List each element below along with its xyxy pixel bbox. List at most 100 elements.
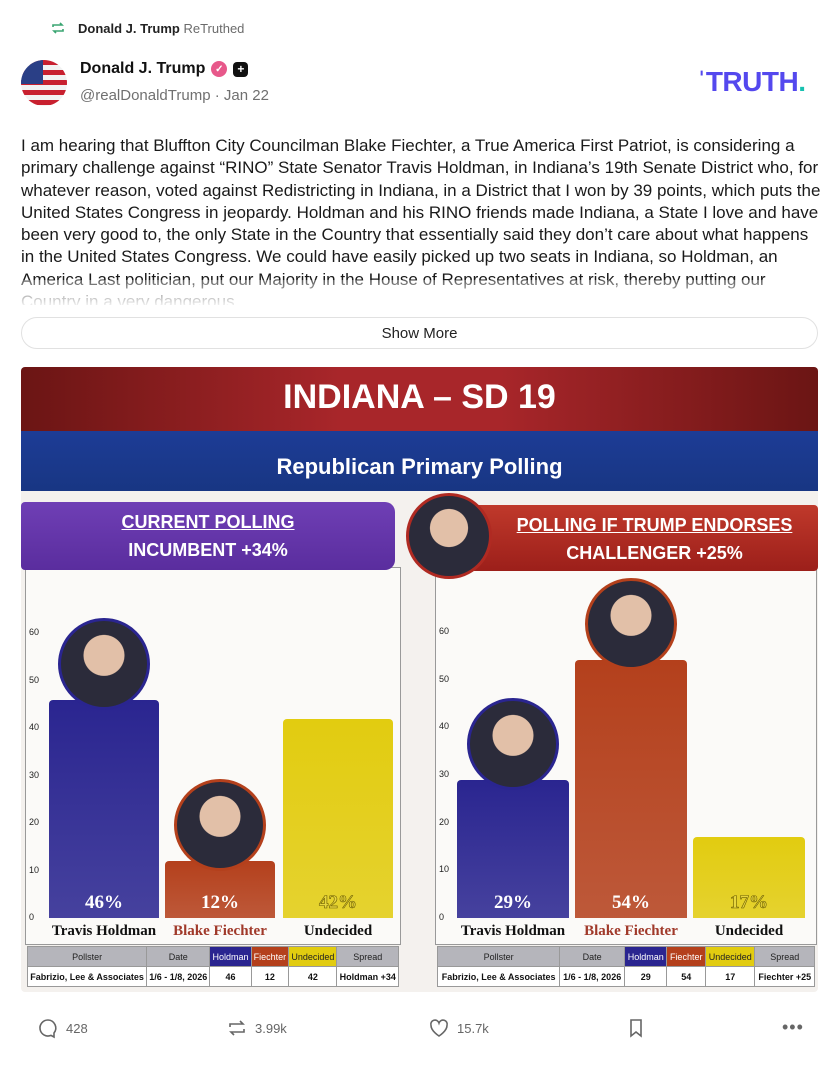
show-more-button[interactable]: Show More — [21, 317, 818, 349]
table-cell: 12 — [250, 966, 290, 987]
poll-table-left: Pollster Date Holdman Fiechter Undecided Spre… — [26, 946, 399, 987]
y-tick-label: 0 — [29, 912, 35, 922]
retruth-icon — [229, 1020, 245, 1036]
table-header: Fiechter — [666, 946, 707, 967]
y-tick-label: 30 — [29, 769, 40, 780]
table-cell: 1/6 - 1/8, 2026 — [559, 966, 626, 987]
category-label: Travis Holdman — [51, 923, 157, 939]
category-label: Blake Fiechter — [584, 923, 678, 939]
author-handle[interactable]: @realDonaldTrump — [80, 87, 211, 104]
graphic-title: INDIANA – SD 19 — [21, 367, 818, 431]
right-panel-header: POLLING IF TRUMP ENDORSES CHALLENGER +25… — [461, 505, 818, 571]
table-header: Spread — [754, 946, 815, 967]
left-head-line2: INCUMBENT +34% — [128, 540, 288, 560]
more-options-button[interactable]: ••• — [782, 1017, 804, 1038]
table-cell: 46 — [209, 966, 252, 987]
y-tick-label: 10 — [29, 864, 40, 875]
candidate-photo — [58, 617, 150, 710]
like-button[interactable]: 15.7k — [428, 1017, 489, 1039]
bar-blake-fiechter: 12% — [165, 861, 275, 918]
retruth-icon — [52, 22, 64, 34]
category-label: Blake Fiechter — [173, 923, 267, 939]
table-cell: 54 — [666, 966, 707, 987]
bookmark-icon — [630, 1019, 642, 1038]
table-header: Spread — [336, 946, 399, 967]
poll-table-right: Pollster Date Holdman Fiechter Undecided Spre… — [436, 946, 815, 987]
author-name[interactable]: Donald J. Trump — [80, 60, 206, 77]
table-header: Pollster — [26, 946, 148, 967]
table-cell: Fabrizio, Lee & Associates — [26, 966, 148, 987]
table-header: Pollster — [436, 946, 561, 967]
table-header: Undecided — [288, 946, 338, 967]
retruth-count: 3.99k — [255, 1020, 287, 1036]
post-date[interactable]: Jan 22 — [223, 87, 269, 104]
avatar[interactable] — [21, 60, 67, 106]
right-head-line1: POLLING IF TRUMP ENDORSES — [516, 515, 793, 535]
y-tick-label: 50 — [29, 674, 40, 685]
retruth-label: ReTruthed — [183, 20, 245, 36]
y-tick-label: 60 — [439, 625, 450, 636]
table-cell: 17 — [705, 966, 756, 987]
bar-value-label: 42% — [319, 892, 358, 914]
table-header: Holdman — [209, 946, 252, 967]
bar-value-label: 12% — [201, 892, 239, 913]
table-cell: Fiechter +25 — [754, 966, 815, 987]
bar-blake-fiechter: 54% — [575, 660, 687, 918]
table-header: Date — [559, 946, 626, 967]
verified-badge-icon: ✓ — [211, 61, 228, 77]
y-tick-label: 30 — [439, 768, 450, 779]
author-name-row: Donald J. Trump ✓ + — [80, 60, 249, 78]
category-label: Travis Holdman — [460, 923, 566, 939]
left-head-line1: CURRENT POLLING — [121, 512, 295, 532]
y-tick-label: 20 — [29, 817, 40, 827]
bar-undecided: 17% — [693, 836, 805, 918]
table-header: Holdman — [624, 946, 668, 967]
reply-button[interactable]: 428 — [37, 1017, 88, 1039]
category-label: Undecided — [303, 923, 373, 939]
heart-icon — [430, 1019, 448, 1037]
table-cell: Holdman +34 — [336, 966, 399, 987]
table-header: Date — [146, 946, 211, 967]
table-cell: 1/6 - 1/8, 2026 — [146, 966, 211, 987]
bar-value-label: 17% — [730, 891, 769, 914]
graphic-subtitle: Republican Primary Polling — [21, 431, 818, 491]
table-header: Undecided — [705, 946, 756, 967]
candidate-photo — [585, 578, 677, 671]
candidate-photo — [467, 697, 559, 790]
y-tick-label: 40 — [29, 722, 40, 732]
plus-badge-icon: + — [233, 61, 249, 77]
candidate-photo — [174, 779, 266, 871]
bar-undecided: 42% — [283, 718, 393, 918]
y-tick-label: 0 — [439, 912, 445, 922]
bar-travis-holdman: 29% — [457, 779, 569, 918]
truth-logo: ˈTRUTH. — [697, 66, 806, 97]
left-panel-header: CURRENT POLLING INCUMBENT +34% — [21, 502, 395, 570]
like-count: 15.7k — [457, 1020, 489, 1036]
table-cell: 29 — [624, 966, 668, 987]
y-tick-label: 20 — [439, 816, 450, 827]
right-head-line2: CHALLENGER +25% — [566, 543, 743, 563]
bar-value-label: 29% — [494, 891, 532, 913]
y-tick-label: 10 — [439, 864, 450, 875]
bar-value-label: 46% — [85, 892, 123, 913]
bar-value-label: 54% — [612, 891, 650, 913]
y-tick-label: 60 — [29, 627, 40, 637]
author-handle-row: @realDonaldTrump · Jan 22 — [80, 87, 269, 104]
category-label: Undecided — [714, 923, 784, 939]
comment-icon — [39, 1019, 57, 1039]
bar-travis-holdman: 46% — [49, 699, 159, 918]
retruth-author[interactable]: Donald J. Trump — [78, 20, 180, 36]
more-icon: ••• — [782, 1017, 804, 1037]
reply-count: 428 — [66, 1020, 88, 1036]
bookmark-button[interactable] — [626, 1017, 646, 1039]
post-image[interactable]: INDIANA – SD 19 Republican Primary Polli… — [21, 367, 818, 992]
table-header: Fiechter — [250, 946, 290, 967]
trump-photo — [406, 493, 492, 579]
text-fade — [0, 280, 840, 308]
y-tick-label: 50 — [439, 673, 450, 684]
retruth-button[interactable]: 3.99k — [226, 1017, 287, 1039]
table-cell: Fabrizio, Lee & Associates — [436, 966, 561, 987]
retruth-line: Donald J. Trump ReTruthed — [50, 20, 244, 36]
table-cell: 42 — [288, 966, 338, 987]
y-tick-label: 40 — [439, 721, 450, 732]
